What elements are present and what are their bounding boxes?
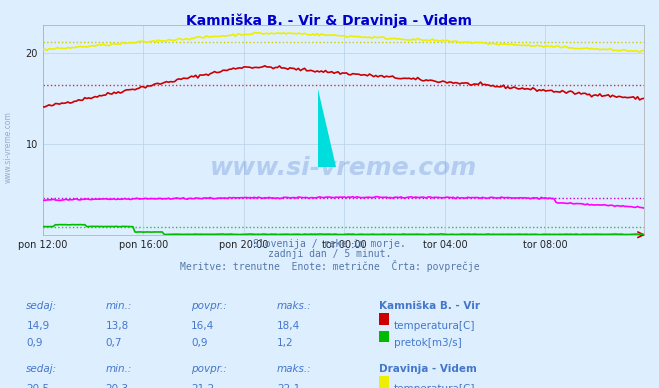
Text: povpr.:: povpr.:: [191, 301, 227, 311]
Text: www.si-vreme.com: www.si-vreme.com: [210, 156, 477, 180]
Text: 0,9: 0,9: [191, 338, 208, 348]
Text: temperatura[C]: temperatura[C]: [394, 321, 476, 331]
Text: 21,2: 21,2: [191, 384, 214, 388]
Polygon shape: [318, 89, 336, 167]
Text: zadnji dan / 5 minut.: zadnji dan / 5 minut.: [268, 249, 391, 260]
Text: Dravinja - Videm: Dravinja - Videm: [379, 364, 477, 374]
Text: 22,1: 22,1: [277, 384, 300, 388]
Text: maks.:: maks.:: [277, 301, 312, 311]
Text: sedaj:: sedaj:: [26, 301, 57, 311]
Text: min.:: min.:: [105, 364, 132, 374]
Text: 1,2: 1,2: [277, 338, 293, 348]
Text: povpr.:: povpr.:: [191, 364, 227, 374]
Text: Kamniška B. - Vir & Dravinja - Videm: Kamniška B. - Vir & Dravinja - Videm: [186, 14, 473, 28]
Text: Kamniška B. - Vir: Kamniška B. - Vir: [379, 301, 480, 311]
Text: 20,3: 20,3: [105, 384, 129, 388]
Text: 13,8: 13,8: [105, 321, 129, 331]
Text: temperatura[C]: temperatura[C]: [394, 384, 476, 388]
Text: www.si-vreme.com: www.si-vreme.com: [3, 111, 13, 184]
Text: maks.:: maks.:: [277, 364, 312, 374]
Text: 16,4: 16,4: [191, 321, 214, 331]
Text: min.:: min.:: [105, 301, 132, 311]
Text: sedaj:: sedaj:: [26, 364, 57, 374]
Text: 14,9: 14,9: [26, 321, 49, 331]
Text: 20,5: 20,5: [26, 384, 49, 388]
Text: 0,7: 0,7: [105, 338, 122, 348]
Text: 18,4: 18,4: [277, 321, 300, 331]
Text: Slovenija / reke in morje.: Slovenija / reke in morje.: [253, 239, 406, 249]
Text: pretok[m3/s]: pretok[m3/s]: [394, 338, 462, 348]
Text: Meritve: trenutne  Enote: metrične  Črta: povprečje: Meritve: trenutne Enote: metrične Črta: …: [180, 260, 479, 272]
Text: 0,9: 0,9: [26, 338, 43, 348]
